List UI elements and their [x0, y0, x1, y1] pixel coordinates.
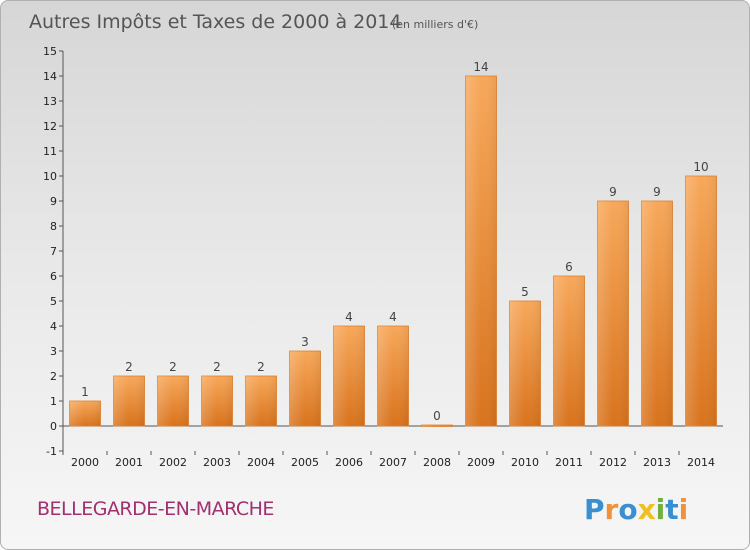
x-tick-label: 2014	[687, 456, 715, 469]
y-tick-label: 7	[50, 245, 57, 258]
y-tick-label: 0	[50, 420, 57, 433]
data-label-2008: 0	[433, 409, 441, 423]
data-label-2002: 2	[169, 360, 177, 374]
x-tick-label: 2003	[203, 456, 231, 469]
data-label-2000: 1	[81, 385, 89, 399]
x-tick-label: 2004	[247, 456, 275, 469]
logo-letter: x	[638, 493, 656, 526]
bars	[69, 75, 717, 427]
y-tick-label: 4	[50, 320, 57, 333]
data-label-2010: 5	[521, 285, 529, 299]
bar-shade-2001	[113, 376, 145, 426]
data-label-2014: 10	[693, 160, 708, 174]
x-tick-label: 2005	[291, 456, 319, 469]
x-tick-label: 2002	[159, 456, 187, 469]
data-label-2004: 2	[257, 360, 265, 374]
logo-letter: P	[584, 493, 605, 526]
bar-shade-2006	[333, 326, 365, 426]
bar-shade-2007	[377, 326, 409, 426]
x-tick-label: 2012	[599, 456, 627, 469]
x-tick-label: 2010	[511, 456, 539, 469]
logo-letter: t	[665, 493, 678, 526]
x-tick-label: 2000	[71, 456, 99, 469]
data-label-2013: 9	[653, 185, 661, 199]
bar-shade-2002	[157, 376, 189, 426]
logo-letter: i	[656, 493, 666, 526]
data-label-2001: 2	[125, 360, 133, 374]
data-label-2012: 9	[609, 185, 617, 199]
data-label-2006: 4	[345, 310, 353, 324]
x-axis: 2000 2001 2002 2003 2004 2005 2006 2007 2008 2009…	[62, 425, 723, 469]
x-tick-label: 2008	[423, 456, 451, 469]
x-tick-label: 2007	[379, 456, 407, 469]
y-tick-label: 2	[50, 370, 57, 383]
y-tick-label: 9	[50, 195, 57, 208]
data-label-2007: 4	[389, 310, 397, 324]
logo-letter: i	[679, 493, 689, 526]
y-tick-label: 11	[43, 145, 57, 158]
data-label-2009: 14	[473, 60, 488, 74]
y-tick-label: 6	[50, 270, 57, 283]
proxiti-logo: Proxiti	[584, 493, 688, 526]
y-tick-label: -1	[46, 445, 57, 458]
x-tick-label: 2011	[555, 456, 583, 469]
y-tick-label: 5	[50, 295, 57, 308]
x-tick-label: 2006	[335, 456, 363, 469]
chart-title: Autres Impôts et Taxes de 2000 à 2014	[29, 11, 402, 33]
chart-subtitle: (en milliers d'€)	[392, 18, 478, 31]
bar-shade-2005	[289, 351, 321, 426]
bar-shade-2000	[69, 401, 101, 426]
bar-shade-2010	[509, 301, 541, 426]
x-tick-label: 2001	[115, 456, 143, 469]
bar-shade-2014	[685, 176, 717, 426]
bar-shade-2008	[421, 425, 453, 427]
y-tick-label: 10	[43, 170, 57, 183]
bar-shade-2011	[553, 276, 585, 426]
city-name: BELLEGARDE-EN-MARCHE	[37, 498, 274, 520]
y-tick-label: 3	[50, 345, 57, 358]
y-tick-label: 12	[43, 120, 57, 133]
bar-shade-2009	[465, 76, 497, 426]
bar-shade-2012	[597, 201, 629, 426]
y-tick-label: 8	[50, 220, 57, 233]
bar-shade-2004	[245, 376, 277, 426]
y-tick-label: 13	[43, 95, 57, 108]
x-tick-label: 2013	[643, 456, 671, 469]
data-label-2005: 3	[301, 335, 309, 349]
y-tick-label: 15	[43, 45, 57, 58]
data-labels: 1 2 2 2 2 3 4 4 0 14 5 6 9 9 10	[81, 60, 708, 423]
data-label-2003: 2	[213, 360, 221, 374]
x-tick-label: 2009	[467, 456, 495, 469]
bar-shade-2013	[641, 201, 673, 426]
bar-shade-2003	[201, 376, 233, 426]
logo-letter: o	[618, 493, 637, 526]
y-tick-label: 14	[43, 70, 57, 83]
logo-letter: r	[605, 493, 619, 526]
y-tick-label: 1	[50, 395, 57, 408]
data-label-2011: 6	[565, 260, 573, 274]
